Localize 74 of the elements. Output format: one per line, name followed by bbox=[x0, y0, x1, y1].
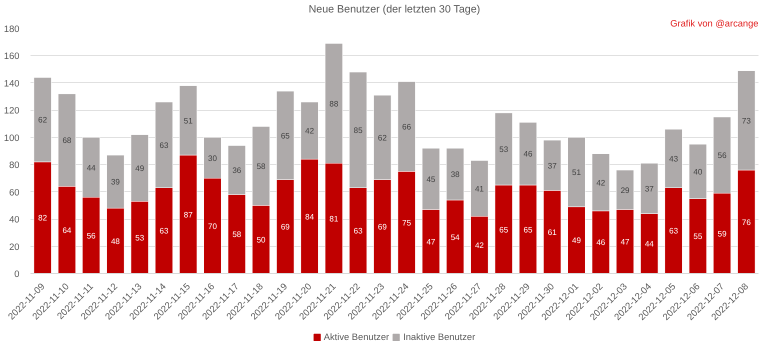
data-label: 54 bbox=[450, 232, 460, 242]
y-tick-label: 100 bbox=[4, 132, 20, 143]
y-tick-label: 0 bbox=[14, 269, 20, 279]
data-label: 44 bbox=[86, 163, 96, 172]
data-label: 46 bbox=[524, 150, 533, 159]
data-label: 53 bbox=[499, 144, 509, 154]
data-label: 88 bbox=[329, 99, 339, 108]
data-label: 64 bbox=[62, 226, 72, 235]
data-label: 65 bbox=[524, 225, 533, 234]
y-tick-label: 180 bbox=[4, 24, 20, 34]
data-label: 66 bbox=[402, 122, 412, 132]
y-tick-label: 20 bbox=[9, 242, 20, 252]
data-label: 48 bbox=[110, 236, 120, 246]
data-label: 38 bbox=[450, 170, 460, 180]
data-label: 82 bbox=[38, 214, 48, 223]
y-tick-label: 60 bbox=[9, 187, 20, 198]
data-label: 63 bbox=[160, 226, 169, 236]
data-label: 44 bbox=[644, 240, 654, 249]
data-label: 47 bbox=[620, 238, 630, 247]
data-label: 62 bbox=[378, 133, 388, 142]
data-label: 65 bbox=[280, 131, 290, 140]
data-label: 42 bbox=[474, 240, 484, 250]
data-label: 41 bbox=[474, 184, 484, 194]
data-label: 70 bbox=[208, 222, 218, 231]
y-tick-label: 40 bbox=[9, 214, 20, 225]
data-label: 45 bbox=[426, 174, 436, 184]
data-label: 58 bbox=[256, 162, 266, 171]
data-label: 47 bbox=[426, 238, 436, 247]
data-label: 84 bbox=[305, 212, 315, 222]
data-label: 62 bbox=[38, 116, 48, 125]
data-label: 51 bbox=[184, 116, 194, 126]
legend-label: Inaktive Benutzer bbox=[403, 332, 476, 342]
y-tick-label: 80 bbox=[9, 160, 20, 170]
data-label: 49 bbox=[135, 164, 145, 174]
data-label: 63 bbox=[669, 226, 679, 236]
legend-label: Aktive Benutzer bbox=[324, 332, 390, 342]
data-label: 46 bbox=[596, 238, 606, 248]
data-label: 42 bbox=[305, 126, 315, 136]
data-label: 55 bbox=[693, 232, 703, 242]
data-label: 58 bbox=[232, 230, 242, 240]
data-label: 49 bbox=[572, 236, 582, 246]
data-label: 68 bbox=[62, 136, 72, 146]
y-tick-label: 140 bbox=[4, 78, 20, 88]
data-label: 39 bbox=[110, 178, 120, 187]
data-label: 40 bbox=[693, 167, 703, 176]
data-label: 43 bbox=[669, 154, 679, 164]
data-label: 69 bbox=[280, 222, 290, 232]
y-tick-label: 120 bbox=[4, 106, 20, 116]
data-label: 87 bbox=[184, 210, 194, 220]
data-label: 75 bbox=[402, 218, 412, 228]
data-label: 51 bbox=[572, 168, 582, 178]
data-label: 76 bbox=[742, 218, 752, 227]
data-label: 59 bbox=[718, 229, 728, 238]
chart-title: Neue Benutzer (der letzten 30 Tage) bbox=[308, 4, 480, 16]
data-label: 37 bbox=[548, 161, 558, 170]
data-label: 56 bbox=[86, 231, 96, 240]
data-label: 61 bbox=[548, 228, 558, 237]
data-label: 36 bbox=[232, 166, 242, 176]
data-label: 42 bbox=[596, 178, 606, 188]
y-tick-label: 160 bbox=[4, 51, 20, 62]
data-label: 53 bbox=[135, 233, 145, 242]
data-label: 56 bbox=[718, 151, 728, 160]
data-label: 29 bbox=[620, 186, 630, 195]
data-label: 50 bbox=[256, 235, 266, 244]
data-label: 63 bbox=[354, 226, 364, 236]
data-label: 65 bbox=[499, 225, 509, 234]
data-label: 73 bbox=[742, 116, 752, 126]
data-label: 85 bbox=[354, 126, 364, 135]
data-label: 63 bbox=[160, 140, 169, 150]
data-label: 81 bbox=[329, 214, 339, 224]
data-label: 30 bbox=[208, 154, 218, 163]
annotation: Grafik von @arcange bbox=[670, 18, 758, 28]
data-label: 37 bbox=[644, 184, 654, 194]
data-label: 69 bbox=[378, 222, 388, 232]
